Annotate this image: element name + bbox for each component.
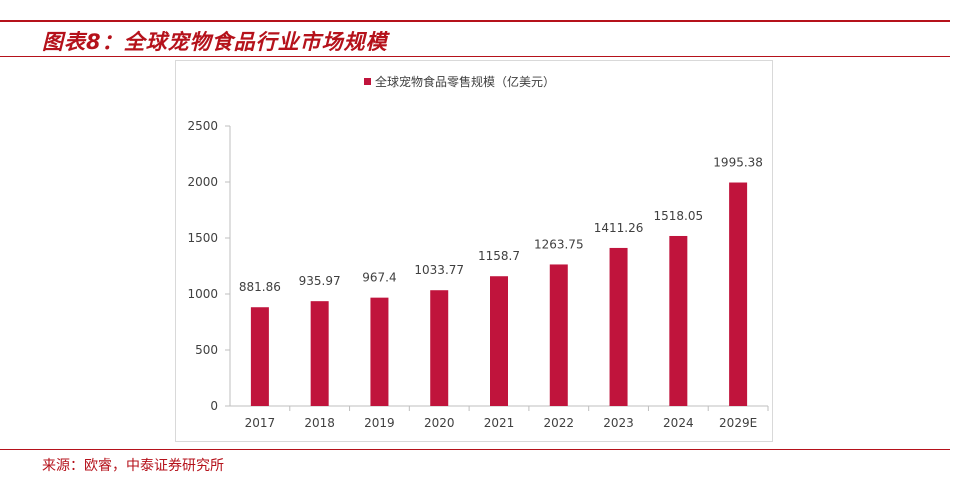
data-label: 1158.7 (478, 249, 520, 263)
y-tick-label: 1000 (187, 287, 218, 301)
bar (310, 301, 329, 406)
x-tick-label: 2024 (663, 416, 694, 430)
data-label: 1518.05 (654, 209, 704, 223)
data-label: 1033.77 (414, 263, 464, 277)
bar (549, 264, 568, 406)
figure-title: 图表8：全球宠物食品行业市场规模 (42, 30, 388, 54)
data-label: 1411.26 (594, 221, 644, 235)
data-label: 1995.38 (713, 156, 763, 170)
x-tick-label: 2021 (484, 416, 515, 430)
y-tick-label: 2500 (187, 119, 218, 133)
legend-label: 全球宠物食品零售规模（亿美元） (375, 74, 555, 89)
bottom-rule (0, 449, 950, 450)
top-rule (0, 20, 950, 22)
bar (729, 182, 748, 406)
bar (370, 297, 389, 406)
title-rule (0, 56, 950, 57)
y-tick-label: 500 (195, 343, 218, 357)
data-label: 1263.75 (534, 237, 584, 251)
data-label: 967.4 (362, 271, 396, 285)
bar (669, 235, 688, 406)
source-note: 来源：欧睿，中泰证券研究所 (42, 458, 224, 474)
y-tick-label: 0 (210, 399, 218, 413)
bar (430, 290, 449, 406)
x-tick-label: 2029E (719, 416, 757, 430)
data-label: 881.86 (239, 280, 281, 294)
bar (250, 307, 269, 406)
y-tick-label: 2000 (187, 175, 218, 189)
x-tick-label: 2019 (364, 416, 395, 430)
y-tick-label: 1500 (187, 231, 218, 245)
x-tick-label: 2020 (424, 416, 455, 430)
x-tick-label: 2018 (304, 416, 335, 430)
x-tick-label: 2023 (603, 416, 634, 430)
x-tick-label: 2017 (245, 416, 276, 430)
bar (490, 276, 508, 406)
x-tick-label: 2022 (544, 416, 575, 430)
legend-swatch (364, 78, 371, 85)
data-label: 935.97 (299, 274, 341, 288)
bar (609, 247, 628, 406)
